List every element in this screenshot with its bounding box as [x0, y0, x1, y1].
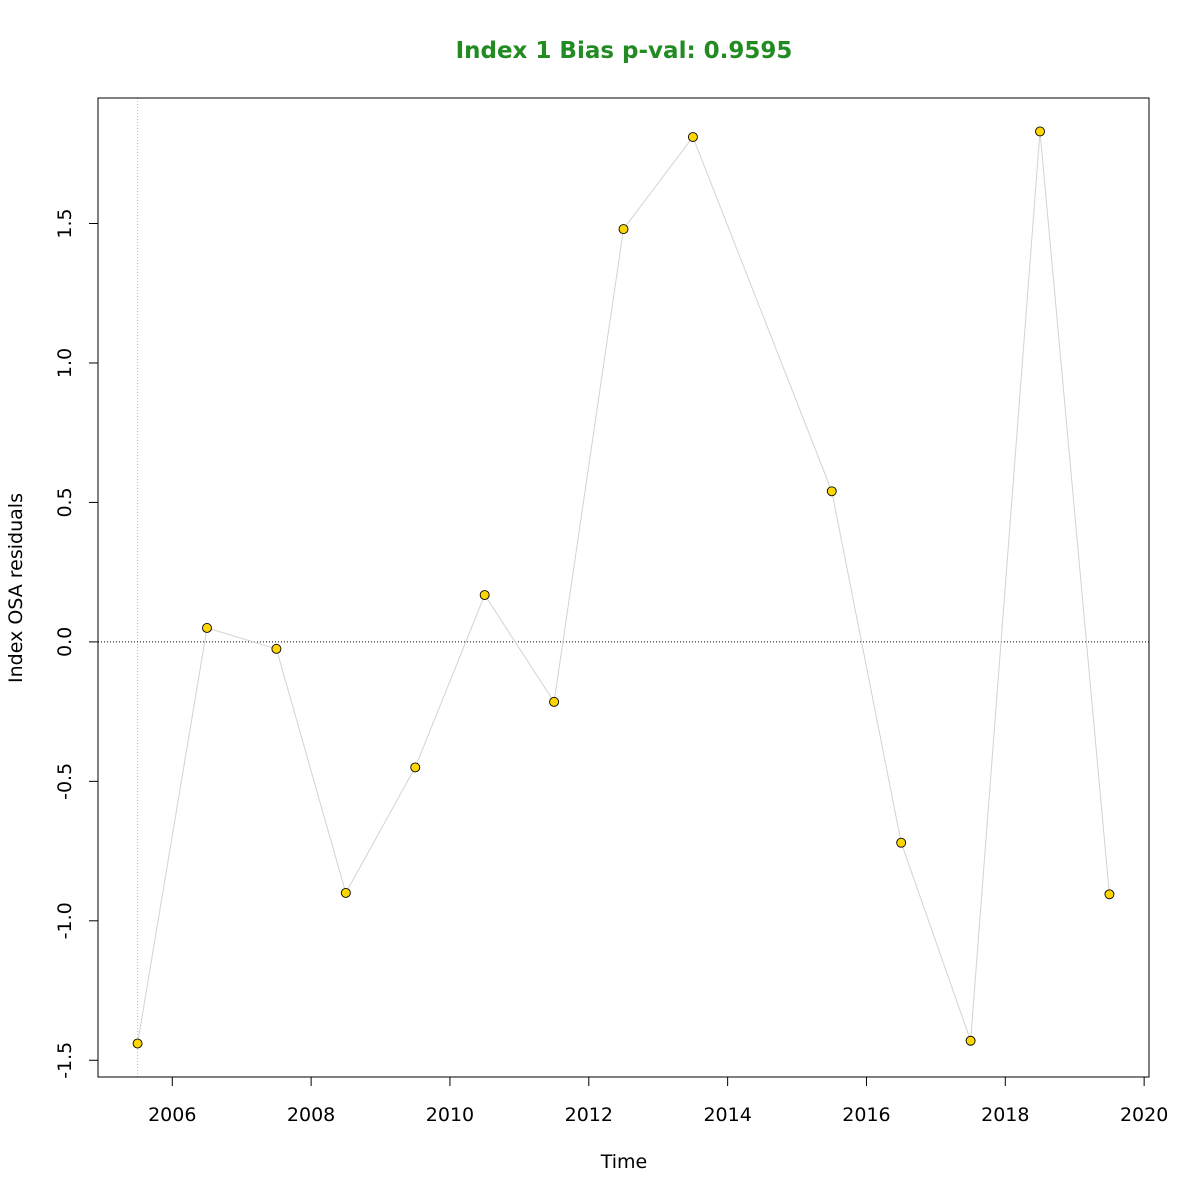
series-line — [137, 131, 1110, 1044]
x-tick-label: 2016 — [842, 1104, 890, 1126]
y-axis-label: Index OSA residuals — [5, 493, 27, 683]
x-axis-label: Time — [600, 1151, 648, 1173]
y-tick-label: 0.0 — [54, 627, 76, 657]
data-point — [410, 762, 421, 773]
x-axis: 2006 2008 2010 2012 2014 2016 2018 2020 — [148, 1076, 1168, 1126]
data-point — [479, 590, 490, 600]
y-tick-label: -1.5 — [54, 1042, 76, 1079]
plot-frame — [97, 97, 1150, 1078]
x-tick-label: 2010 — [426, 1104, 474, 1126]
data-point — [826, 486, 837, 497]
x-tick-label: 2018 — [981, 1104, 1029, 1126]
data-point — [340, 887, 351, 898]
plot-area — [98, 98, 1149, 1077]
data-point — [618, 224, 629, 235]
data-point — [549, 696, 560, 707]
y-tick-label: 0.5 — [54, 487, 76, 517]
y-tick-label: 1.0 — [54, 348, 76, 378]
data-point — [965, 1035, 976, 1046]
y-tick-label: 1.5 — [54, 208, 76, 238]
y-tick-label: -0.5 — [54, 763, 76, 800]
x-tick-label: 2014 — [703, 1104, 751, 1126]
x-tick-label: 2006 — [148, 1104, 196, 1126]
data-point — [1104, 889, 1115, 900]
x-tick-label: 2012 — [565, 1104, 613, 1126]
y-axis: -1.5 -1.0 -0.5 0.0 0.5 1.0 1.5 — [54, 208, 99, 1079]
x-tick-label: 2020 — [1120, 1104, 1168, 1126]
data-point — [271, 643, 282, 654]
data-point — [1035, 126, 1045, 137]
chart-title: Index 1 Bias p-val: 0.9595 — [456, 38, 793, 64]
data-point — [202, 622, 212, 633]
x-tick-label: 2008 — [287, 1104, 335, 1126]
y-tick-label: -1.0 — [54, 902, 76, 939]
data-point — [132, 1038, 143, 1049]
data-point — [687, 132, 698, 142]
data-point — [896, 837, 907, 848]
